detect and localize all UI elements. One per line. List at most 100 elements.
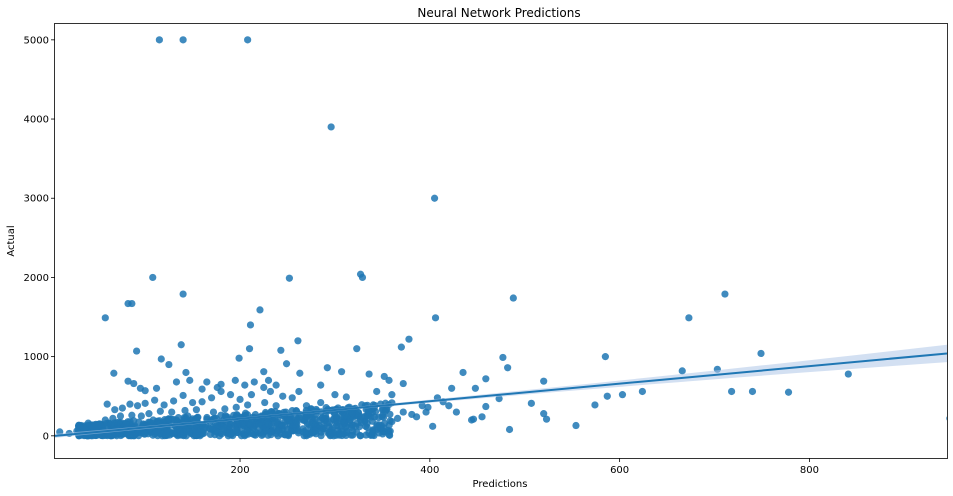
scatter-point xyxy=(128,299,136,308)
scatter-point xyxy=(222,413,230,421)
scatter-point xyxy=(509,294,517,302)
scatter-point xyxy=(130,417,138,425)
scatter-point xyxy=(170,397,178,405)
x-axis: 200 400 600 800 xyxy=(230,458,819,476)
scatter-point xyxy=(327,426,335,434)
y-tick-label: 4000 xyxy=(24,115,49,126)
regression-line xyxy=(55,352,947,437)
scatter-point xyxy=(382,406,390,414)
scatter-point xyxy=(277,346,285,354)
scatter-point xyxy=(748,387,757,396)
scatter-point xyxy=(678,367,686,375)
scatter-point xyxy=(145,410,153,418)
scatter-point xyxy=(137,412,145,420)
scatter-point xyxy=(209,408,218,416)
scatter-point xyxy=(162,430,171,438)
scatter-point xyxy=(452,408,460,416)
scatter-point xyxy=(572,421,580,430)
scatter-point xyxy=(540,410,548,418)
scatter-point xyxy=(107,421,115,429)
scatter-point xyxy=(235,354,243,362)
x-tick-label: 200 xyxy=(230,465,249,476)
scatter-point xyxy=(527,399,535,407)
scatter-point xyxy=(248,429,256,438)
scatter-point xyxy=(141,399,149,407)
scatter-point xyxy=(285,274,293,282)
scatter-point xyxy=(542,415,551,423)
scatter-point xyxy=(136,384,145,392)
scatter-point xyxy=(130,432,138,440)
scatter-point xyxy=(217,387,225,396)
scatter-point xyxy=(211,431,219,439)
y-axis: 0 1000 2000 3000 4000 5000 xyxy=(24,35,55,442)
scatter-point xyxy=(182,368,190,377)
scatter-point xyxy=(198,385,206,393)
scatter-point xyxy=(126,400,134,408)
scatter-point xyxy=(429,422,437,430)
scatter-point xyxy=(388,417,396,426)
scatter-point xyxy=(174,414,182,422)
scatter-point xyxy=(179,391,187,400)
scatter-point xyxy=(264,421,273,429)
x-axis-label: Predictions xyxy=(473,479,528,490)
scatter-point xyxy=(101,314,109,322)
scatter-point xyxy=(482,375,490,383)
scatter-point xyxy=(261,398,269,407)
scatter-point xyxy=(312,427,320,435)
scatter-point xyxy=(299,428,307,436)
scatter-point xyxy=(149,273,157,282)
scatter-point xyxy=(133,347,141,355)
scatter-point xyxy=(448,384,456,392)
scatter-point xyxy=(168,408,176,416)
scatter-point xyxy=(418,402,426,410)
scatter-point xyxy=(116,412,125,420)
scatter-point xyxy=(478,413,486,421)
scatter-point xyxy=(358,273,367,282)
scatter-point xyxy=(155,417,163,425)
scatter-point xyxy=(203,378,211,386)
chart-title: Neural Network Predictions xyxy=(417,6,580,20)
scatter-point xyxy=(128,411,136,419)
scatter-point xyxy=(327,431,335,439)
scatter-point xyxy=(353,345,361,353)
scatter-point xyxy=(75,421,83,430)
scatter-point xyxy=(232,426,240,434)
scatter-point xyxy=(784,388,793,396)
scatter-point xyxy=(241,432,249,440)
y-tick-label: 2000 xyxy=(24,273,49,284)
scatter-point xyxy=(397,343,405,351)
scatter-point xyxy=(184,412,192,420)
scatter-point xyxy=(348,409,356,417)
scatter-point xyxy=(192,431,200,439)
scatter-point xyxy=(352,422,360,430)
scatter-point xyxy=(302,402,311,410)
scatter-point xyxy=(335,422,343,430)
scatter-point xyxy=(380,372,388,381)
scatter-point xyxy=(499,353,507,362)
scatter-point xyxy=(165,360,173,369)
scatter-point xyxy=(231,376,239,384)
scatter-point xyxy=(601,353,609,361)
plot-clip-group xyxy=(55,36,947,440)
x-tick-label: 800 xyxy=(800,465,819,476)
scatter-point xyxy=(177,341,185,349)
scatter-point xyxy=(946,416,947,421)
scatter-point xyxy=(327,123,335,131)
scatter-point xyxy=(379,430,387,438)
scatter-point xyxy=(365,370,373,378)
scatter-point xyxy=(217,380,225,388)
scatter-point xyxy=(219,425,228,434)
scatter-point xyxy=(357,413,366,421)
scatter-point xyxy=(317,398,325,407)
scatter-point xyxy=(124,377,132,385)
plot-frame xyxy=(54,23,948,459)
scatter-point xyxy=(721,290,729,298)
scatter-point xyxy=(160,401,168,409)
scatter-point xyxy=(618,391,627,399)
scatter-point xyxy=(346,416,354,424)
scatter-point xyxy=(111,406,119,414)
scatter-point xyxy=(445,402,453,410)
scatter-point xyxy=(152,384,161,392)
scatter-point xyxy=(244,36,252,44)
